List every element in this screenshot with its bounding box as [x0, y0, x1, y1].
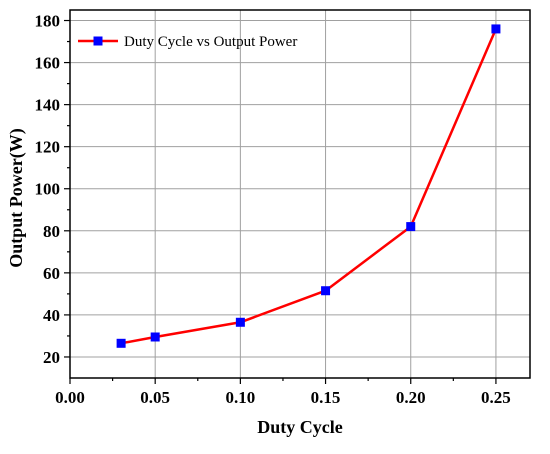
grid — [70, 10, 530, 378]
y-tick-label: 100 — [35, 180, 61, 199]
data-point-marker — [116, 338, 126, 348]
data-point-marker — [235, 317, 245, 327]
legend-label: Duty Cycle vs Output Power — [124, 34, 297, 50]
x-tick-label: 0.20 — [396, 388, 426, 407]
legend-marker-swatch — [93, 36, 103, 46]
data-point-marker — [406, 222, 416, 232]
x-tick-label: 0.05 — [140, 388, 170, 407]
series-line — [120, 28, 498, 345]
x-axis-title: Duty Cycle — [257, 417, 342, 437]
y-tick-label: 160 — [35, 54, 61, 73]
legend: Duty Cycle vs Output Power — [78, 34, 297, 50]
data-point-marker — [491, 24, 501, 34]
y-tick-label: 80 — [43, 222, 60, 241]
x-tick-label: 0.15 — [311, 388, 341, 407]
y-tick-label: 60 — [43, 264, 60, 283]
plot-frame — [69, 9, 531, 379]
data-point-marker — [321, 286, 331, 296]
y-tick-label: 20 — [43, 348, 60, 367]
axis-ticks: 0.00 0.05 0.10 0.15 0.20 0.25 20 40 60 80 100 120 14… — [35, 12, 511, 407]
data-point-marker — [150, 332, 160, 342]
y-tick-label: 180 — [35, 12, 61, 31]
y-tick-label: 40 — [43, 306, 60, 325]
x-tick-label: 0.00 — [55, 388, 85, 407]
y-tick-label: 140 — [35, 96, 61, 115]
y-tick-label: 120 — [35, 138, 61, 157]
series-layer — [116, 24, 501, 348]
x-tick-label: 0.10 — [225, 388, 255, 407]
x-tick-label: 0.25 — [481, 388, 511, 407]
y-axis-title: Output Power(W) — [6, 128, 27, 267]
